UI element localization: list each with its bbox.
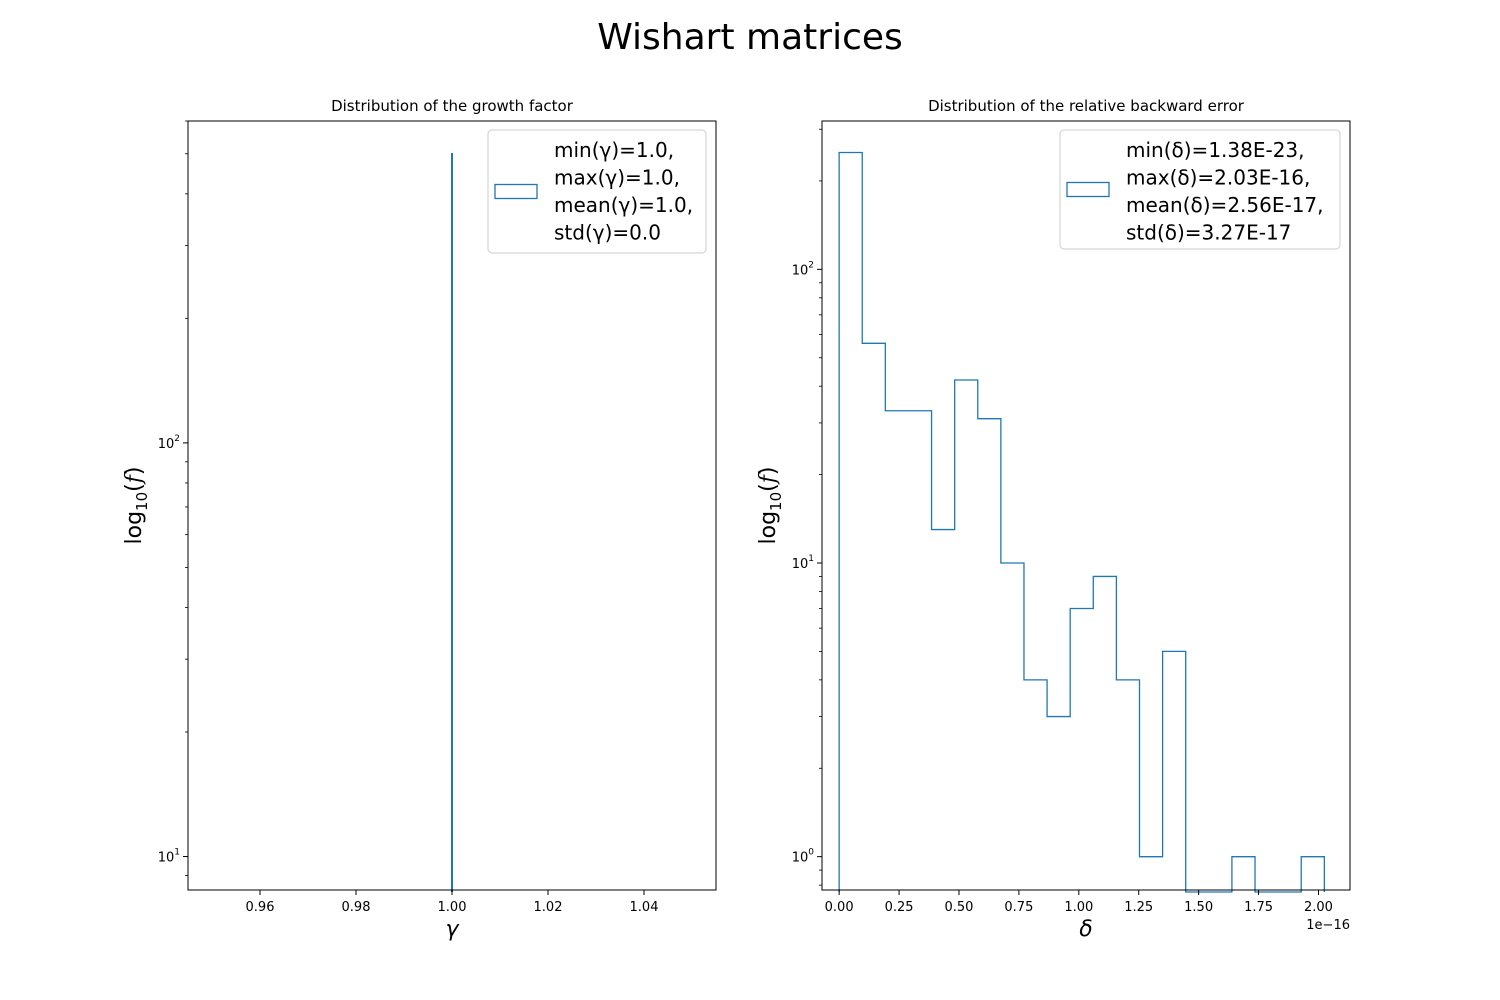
- legend-text-line: max(δ)=2.03E-16,: [1126, 166, 1310, 190]
- x-tick-label: 0.25: [885, 900, 914, 915]
- subplot-1: Distribution of the growth factor 0.96 0.9…: [122, 97, 717, 942]
- x-tick-label: 0.75: [1004, 900, 1033, 915]
- histogram-bin: [862, 343, 885, 890]
- axes-frame: [821, 120, 1351, 891]
- legend-text-line: max(γ)=1.0,: [554, 166, 680, 190]
- x-axis-label: γ: [445, 917, 459, 942]
- x-axis-label: δ: [1079, 917, 1092, 942]
- legend: min(γ)=1.0, max(γ)=1.0, mean(γ)=1.0, std(γ)…: [487, 129, 707, 254]
- histogram-bin: [1116, 680, 1139, 890]
- x-tick-label: 1.25: [1124, 900, 1153, 915]
- x-offset-label: 1e−16: [1306, 918, 1350, 933]
- histogram-bars: [838, 151, 1325, 893]
- legend-text-line: mean(δ)=2.56E-17,: [1126, 193, 1324, 217]
- x-tick-label: 0.50: [944, 900, 973, 915]
- histogram-bin: [1301, 857, 1324, 890]
- histogram-bin: [955, 380, 978, 890]
- subplot-title: Distribution of the growth factor: [331, 97, 574, 115]
- x-tick-label: 1.50: [1184, 900, 1213, 915]
- histogram-bin: [932, 530, 955, 890]
- legend-box: [487, 129, 707, 254]
- legend-text-line: mean(γ)=1.0,: [554, 193, 693, 217]
- histogram-bin: [1093, 576, 1116, 890]
- legend-handle: [1066, 181, 1110, 198]
- subplot-title: Distribution of the relative backward er…: [928, 97, 1245, 115]
- subplot-2: Distribution of the relative backward er…: [756, 97, 1351, 942]
- legend-handle: [494, 183, 538, 200]
- legend-text-line: min(δ)=1.38E-23,: [1126, 138, 1305, 162]
- x-tick-label: 1.00: [438, 900, 467, 915]
- histogram-bin: [978, 419, 1001, 890]
- histogram-bin: [885, 411, 908, 890]
- x-tick-label: 1.75: [1244, 900, 1273, 915]
- legend-text-line: std(γ)=0.0: [554, 221, 661, 245]
- x-tick-label: 1.00: [1064, 900, 1093, 915]
- histogram-bin: [1047, 717, 1070, 890]
- histogram-bin: [1163, 651, 1186, 890]
- x-tick-label: 2.00: [1304, 900, 1333, 915]
- legend-text-line: std(δ)=3.27E-17: [1126, 221, 1291, 245]
- histogram-bin: [839, 152, 862, 890]
- y-tick-label: 100: [792, 848, 815, 866]
- legend-text-line: min(γ)=1.0,: [554, 138, 674, 162]
- y-axis-label: log10(f): [122, 467, 151, 545]
- histogram-bin: [1070, 608, 1093, 890]
- histogram-bin: [1024, 680, 1047, 890]
- y-tick-label: 102: [158, 434, 180, 452]
- histogram-bin: [1139, 857, 1162, 890]
- histogram-outline: [838, 151, 1325, 893]
- figure-title: Wishart matrices: [597, 17, 903, 58]
- histogram-bin: [908, 411, 931, 890]
- y-tick-label: 102: [792, 260, 814, 278]
- legend: min(δ)=1.38E-23, max(δ)=2.03E-16, mean(δ)=…: [1059, 129, 1341, 250]
- x-tick-label: 1.04: [630, 900, 659, 915]
- y-tick-label: 101: [792, 554, 814, 572]
- y-axis-label: log10(f): [756, 467, 785, 545]
- x-tick-label: 1.02: [534, 900, 563, 915]
- histogram-bin: [1232, 857, 1255, 890]
- y-tick-label: 101: [158, 848, 180, 866]
- x-tick-label: 0.98: [342, 900, 371, 915]
- histogram-bin: [1001, 563, 1024, 890]
- x-tick-label: 0.96: [246, 900, 275, 915]
- x-tick-label: 0.00: [825, 900, 854, 915]
- legend-box: [1059, 129, 1341, 250]
